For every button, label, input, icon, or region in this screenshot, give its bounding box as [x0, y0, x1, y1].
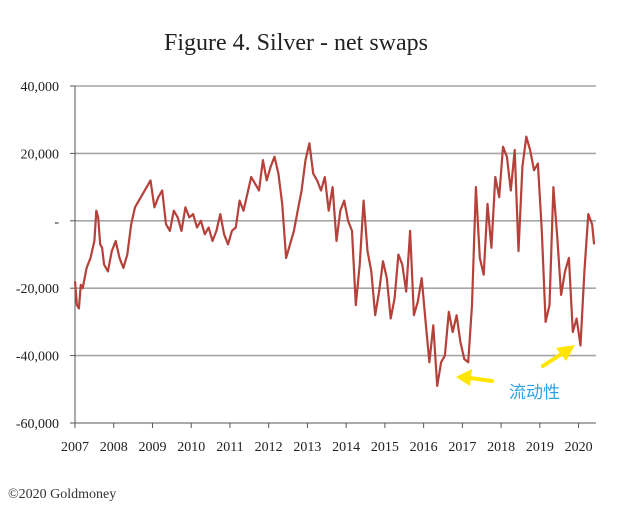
x-tick-label: 2015 — [371, 440, 399, 455]
annotation-arrow-right-shaft — [541, 351, 565, 368]
y-tick-label: 40,000 — [21, 80, 60, 95]
annotation-arrow-left-head — [456, 369, 472, 386]
x-tick-label: 2017 — [448, 440, 476, 455]
x-tick-label: 2009 — [138, 440, 166, 455]
y-tick-label: -20,000 — [16, 282, 59, 297]
x-tick-label: 2020 — [565, 440, 593, 455]
x-tick-label: 2011 — [216, 440, 243, 455]
y-tick-label: - — [54, 215, 59, 230]
x-tick-label: 2013 — [293, 440, 321, 455]
y-tick-label: -60,000 — [16, 417, 59, 432]
x-tick-label: 2010 — [177, 440, 205, 455]
x-tick-labels: 2007 2008 2009 2010 2011 2012 2013 2014 2015 2016… — [61, 440, 593, 455]
x-tick-label: 2008 — [100, 440, 128, 455]
annotation-label: 流动性 — [509, 383, 560, 403]
chart-title: Figure 4. Silver - net swaps — [164, 30, 428, 56]
x-tick-label: 2012 — [255, 440, 283, 455]
x-tick-label: 2018 — [487, 440, 515, 455]
series-group — [73, 135, 596, 387]
y-tick-label: -40,000 — [16, 350, 59, 365]
axes — [70, 85, 596, 428]
y-tick-labels: 40,000 20,000 - -20,000 -40,000 -60,000 — [16, 80, 60, 432]
x-tick-label: 2007 — [61, 440, 89, 455]
x-tick-label: 2016 — [410, 440, 438, 455]
x-tick-label: 2019 — [526, 440, 554, 455]
annotation-arrow-left-shaft — [468, 376, 494, 383]
x-tick-label: 2014 — [332, 440, 360, 455]
annotation-arrow-right-head — [556, 345, 575, 361]
annotation-group: 流动性 — [456, 345, 575, 403]
copyright-text: ©2020 Goldmoney — [8, 487, 116, 502]
series-line-0 — [73, 135, 596, 387]
y-tick-label: 20,000 — [21, 147, 60, 162]
